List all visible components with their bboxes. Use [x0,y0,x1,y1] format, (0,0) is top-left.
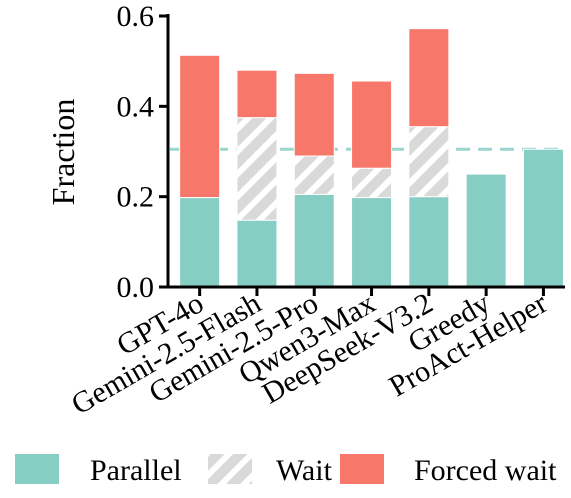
legend-label-wait: Wait [276,454,333,487]
legend-label-parallel: Parallel [90,454,182,487]
bar-parallel-5 [465,173,507,288]
y-tick-label-1: 0.2 [117,181,155,214]
y-tick-label-2: 0.4 [117,90,155,123]
bar-forced-wait-1 [236,69,278,119]
bar-parallel-1 [236,219,278,288]
legend-swatch-forced-wait [340,454,384,484]
bar-wait-4 [408,126,450,198]
y-tick-label-0: 0.0 [117,271,155,304]
bar-parallel-4 [408,196,450,288]
bar-parallel-6 [522,148,564,288]
bar-wait-3 [351,167,393,199]
bar-forced-wait-2 [293,72,335,157]
bar-forced-wait-3 [351,80,393,169]
y-axis-title: Fraction [45,99,81,206]
bar-forced-wait-4 [408,28,450,128]
y-tick-label-3: 0.6 [117,0,155,33]
legend-swatch-parallel [15,454,59,484]
legend-swatch-wait [208,454,252,484]
bar-parallel-0 [179,197,221,288]
bar-parallel-3 [351,197,393,288]
legend-label-forced-wait: Forced wait [414,454,557,487]
bar-forced-wait-0 [179,54,221,199]
bar-parallel-2 [293,193,335,288]
bar-wait-2 [293,155,335,195]
bar-wait-1 [236,117,278,221]
